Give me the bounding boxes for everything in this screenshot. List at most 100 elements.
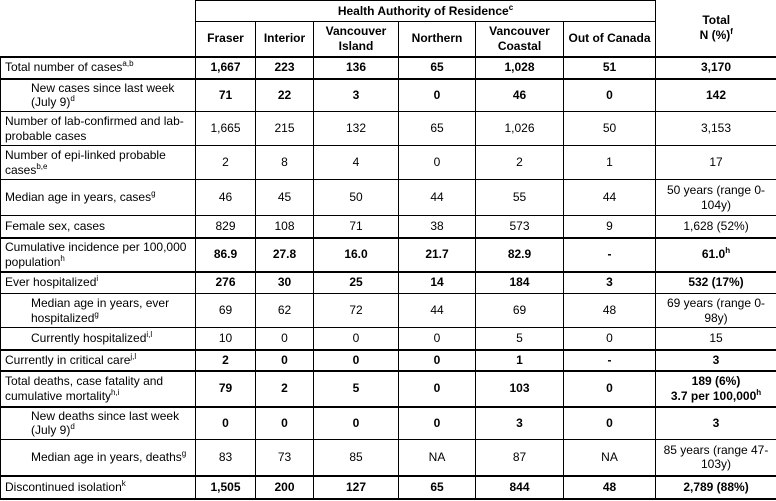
cell-out-of-canada: 1 xyxy=(563,145,656,180)
row-label: Median age in years, deathsg xyxy=(0,439,196,476)
cell-northern: NA xyxy=(398,439,476,476)
cell-vancouver-island: 132 xyxy=(313,111,399,146)
column-header-northern: Northern xyxy=(398,21,476,57)
cell-fraser: 2 xyxy=(195,348,256,371)
cell-total: 3 xyxy=(655,405,776,440)
row-label: Cumulative incidence per 100,000 populat… xyxy=(0,236,196,272)
cell-out-of-canada: - xyxy=(563,236,656,272)
cell-interior: 200 xyxy=(255,474,314,500)
table-row: Median age in years, casesg 46 45 50 44 55 44 5… xyxy=(0,179,776,216)
row-label: Median age in years, casesg xyxy=(0,179,196,216)
cell-vancouver-coastal: 1,026 xyxy=(475,111,564,146)
cell-fraser: 86.9 xyxy=(195,236,256,272)
group-header-row: Health Authority of Residencec Total N (… xyxy=(0,0,776,57)
cell-vancouver-island: 127 xyxy=(313,474,399,500)
cell-fraser: 1,505 xyxy=(195,474,256,500)
cell-interior: 73 xyxy=(255,439,314,476)
cell-out-of-canada: 48 xyxy=(563,293,656,328)
table-row: Median age in years, deathsg 83 73 85 NA 87 NA… xyxy=(0,439,776,476)
column-header-vancouver-coastal: Vancouver Coastal xyxy=(475,21,564,57)
cell-interior: 0 xyxy=(255,405,314,440)
cell-fraser: 276 xyxy=(195,270,256,294)
cell-vancouver-island: 16.0 xyxy=(313,236,399,272)
cell-fraser: 69 xyxy=(195,293,256,328)
cell-total: 3 xyxy=(655,348,776,371)
row-label-footnote: g xyxy=(151,189,156,199)
row-label: Discontinued isolationk xyxy=(0,474,196,500)
row-label: Female sex, cases xyxy=(0,215,196,238)
row-label-footnote: h,i xyxy=(111,387,120,397)
table-row: Total number of casesa,b 1,667 223 136 65 1,0… xyxy=(0,55,776,79)
column-header-interior: Interior xyxy=(255,21,314,57)
cell-interior: 215 xyxy=(255,111,314,146)
cell-northern: 44 xyxy=(398,179,476,216)
cell-vancouver-island: 72 xyxy=(313,293,399,328)
cell-fraser: 79 xyxy=(195,369,256,407)
total-header-line2: N (%)f xyxy=(699,27,733,43)
cell-vancouver-island: 0 xyxy=(313,405,399,440)
cell-total: 15 xyxy=(655,327,776,350)
table-row: Female sex, cases 829 108 71 38 573 9 1,628 (52… xyxy=(0,215,776,238)
row-label: Total deaths, case fatality and cumulati… xyxy=(0,369,196,407)
cell-vancouver-coastal: 69 xyxy=(475,293,564,328)
cell-interior: 22 xyxy=(255,77,314,112)
cell-total: 3,153 xyxy=(655,111,776,146)
cell-northern: 65 xyxy=(398,55,476,79)
column-header-row: Fraser Interior Vancouver Island Norther… xyxy=(1,21,776,57)
row-label: Total number of casesa,b xyxy=(0,55,196,79)
cell-fraser: 71 xyxy=(195,77,256,112)
cell-interior: 223 xyxy=(255,55,314,79)
cell-vancouver-coastal: 573 xyxy=(475,215,564,238)
cell-northern: 44 xyxy=(398,293,476,328)
cell-northern: 0 xyxy=(398,405,476,440)
cell-vancouver-island: 25 xyxy=(313,270,399,294)
column-header-out-of-canada: Out of Canada xyxy=(563,21,656,57)
row-label-footnote: d xyxy=(70,422,75,432)
cell-total: 189 (6%) 3.7 per 100,000h xyxy=(655,369,776,407)
cell-vancouver-coastal: 3 xyxy=(475,405,564,440)
cell-vancouver-coastal: 184 xyxy=(475,270,564,294)
cell-vancouver-coastal: 1,028 xyxy=(475,55,564,79)
table-row: Currently in critical carej,l 2 0 0 0 1-3 xyxy=(0,348,776,371)
cell-vancouver-coastal: 46 xyxy=(475,77,564,112)
table-row: Number of lab-confirmed and lab-probable… xyxy=(0,111,776,146)
row-label-footnote: a,b xyxy=(122,59,134,69)
row-label: Currently hospitalizedi,l xyxy=(0,327,196,350)
cell-total: 1,628 (52%) xyxy=(655,215,776,238)
cell-northern: 65 xyxy=(398,474,476,500)
cell-vancouver-island: 5 xyxy=(313,369,399,407)
cell-fraser: 83 xyxy=(195,439,256,476)
cell-vancouver-coastal: 103 xyxy=(475,369,564,407)
cell-fraser: 2 xyxy=(195,145,256,180)
cell-interior: 108 xyxy=(255,215,314,238)
cell-northern: 14 xyxy=(398,270,476,294)
cell-fraser: 1,665 xyxy=(195,111,256,146)
group-header: Health Authority of Residencec xyxy=(195,0,656,22)
table-row: New deaths since last week (July 9)d 0 0 0 0… xyxy=(0,405,776,440)
table-row: Ever hospitalizedi 276 30 25 14 184 3 532 (17%) xyxy=(0,270,776,294)
cell-total: 61.0h xyxy=(655,236,776,272)
cell-northern: 38 xyxy=(398,215,476,238)
row-label-footnote: h xyxy=(60,253,65,263)
group-header-label: Health Authority of Residence xyxy=(337,3,509,18)
cell-out-of-canada: 0 xyxy=(563,327,656,350)
total-header-footnote: f xyxy=(730,27,733,36)
cell-vancouver-coastal: 5 xyxy=(475,327,564,350)
row-label: New cases since last week (July 9)d xyxy=(0,77,196,112)
cell-northern: 0 xyxy=(398,145,476,180)
row-label-footnote: k xyxy=(121,478,126,488)
cell-fraser: 0 xyxy=(195,405,256,440)
cell-total: 2,789 (88%) xyxy=(655,474,776,500)
cell-interior: 0 xyxy=(255,327,314,350)
cell-vancouver-coastal: 1 xyxy=(475,348,564,371)
cell-northern: 65 xyxy=(398,111,476,146)
table-row: Discontinued isolationk 1,505 200 127 65 844 4… xyxy=(0,474,776,500)
cell-vancouver-island: 50 xyxy=(313,179,399,216)
cell-vancouver-island: 0 xyxy=(313,348,399,371)
cell-out-of-canada: 9 xyxy=(563,215,656,238)
cell-fraser: 46 xyxy=(195,179,256,216)
cell-out-of-canada: 51 xyxy=(563,55,656,79)
cell-interior: 62 xyxy=(255,293,314,328)
